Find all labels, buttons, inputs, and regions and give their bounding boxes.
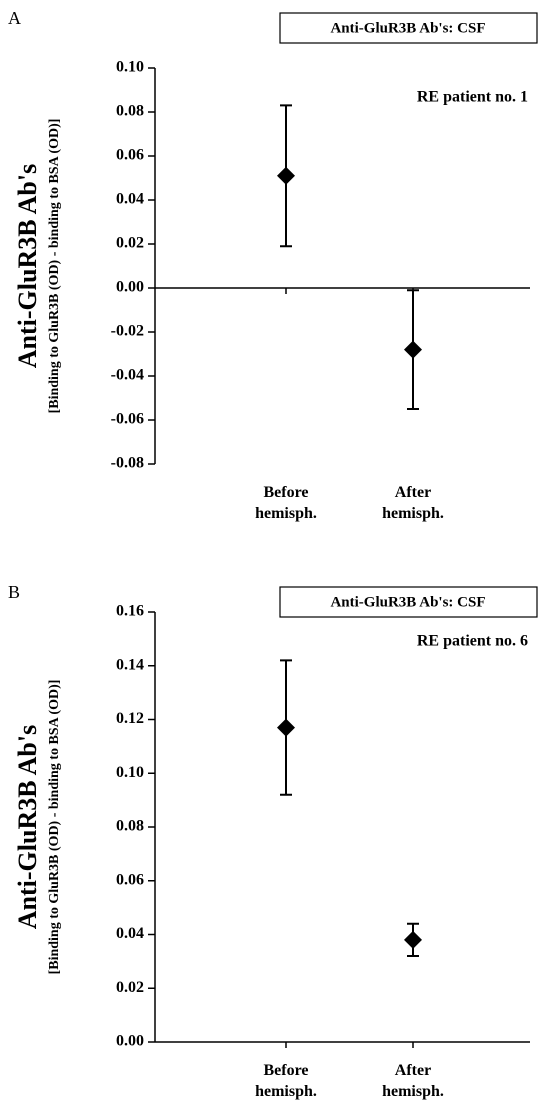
- y-tick-label: -0.04: [111, 367, 144, 384]
- y-tick-label: 0.10: [116, 59, 144, 76]
- y-tick-label: 0.00: [116, 1033, 144, 1050]
- y-tick-label: 0.08: [116, 818, 144, 835]
- marker: [404, 340, 422, 359]
- chart-title: Anti-GluR3B Ab's: CSF: [330, 594, 485, 610]
- x-tick-label: Before hemisph.: [255, 484, 317, 522]
- y-tick-label: 0.10: [116, 764, 144, 781]
- title-box: [279, 12, 538, 44]
- y-tick-label: 0.06: [116, 147, 144, 164]
- y-tick-label: -0.02: [111, 323, 144, 340]
- y-tick-label: 0.00: [116, 279, 144, 296]
- y-axis-label: Anti-GluR3B Ab's: [13, 164, 42, 368]
- panel-label: B: [8, 582, 20, 602]
- x-tick-label: After hemisph.: [382, 1062, 444, 1100]
- y-tick-label: 0.04: [116, 925, 144, 942]
- y-tick-label: 0.12: [116, 710, 144, 727]
- y-tick-label: -0.06: [111, 411, 144, 428]
- chart-title: Anti-GluR3B Ab's: CSF: [330, 20, 485, 36]
- x-tick-label: Before hemisph.: [255, 1062, 317, 1100]
- y-tick-label: 0.14: [116, 656, 144, 673]
- panel-label: A: [8, 8, 21, 28]
- y-tick-label: -0.08: [111, 455, 144, 472]
- y-tick-label: 0.02: [116, 979, 144, 996]
- y-tick-label: 0.06: [116, 871, 144, 888]
- y-tick-label: 0.02: [116, 235, 144, 252]
- y-tick-label: 0.08: [116, 103, 144, 120]
- y-axis-sublabel: [Binding to GluR3B (OD) - binding to BSA…: [47, 119, 62, 414]
- x-tick-label: After hemisph.: [382, 484, 444, 522]
- annotation: RE patient no. 6: [417, 633, 528, 650]
- y-tick-label: 0.16: [116, 603, 144, 620]
- marker: [404, 930, 422, 949]
- y-axis-label: Anti-GluR3B Ab's: [13, 725, 42, 929]
- annotation: RE patient no. 1: [417, 89, 528, 106]
- marker: [277, 718, 295, 737]
- y-tick-label: 0.04: [116, 191, 144, 208]
- marker: [277, 166, 295, 185]
- y-axis-sublabel: [Binding to GluR3B (OD) - binding to BSA…: [47, 680, 62, 975]
- title-box: [279, 586, 538, 618]
